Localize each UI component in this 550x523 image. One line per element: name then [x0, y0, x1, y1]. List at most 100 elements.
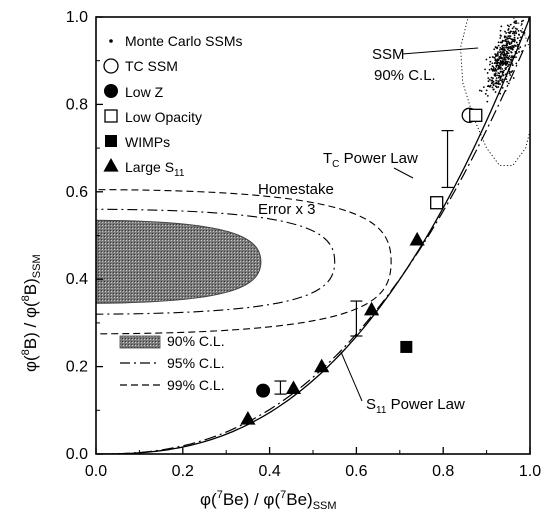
monte-carlo-point: [508, 25, 510, 28]
monte-carlo-point: [485, 89, 488, 92]
monte-carlo-point: [499, 29, 502, 32]
axis-ticks: 0.0 0.2 0.4 0.6 0.8 1.0 0.0 0.2 0.4 0.6 0.8 1.0: [66, 9, 541, 480]
monte-carlo-point: [505, 56, 508, 59]
monte-carlo-point: [511, 40, 514, 43]
monte-carlo-point: [499, 54, 502, 56]
monte-carlo-point: [494, 58, 497, 61]
monte-carlo-point: [508, 42, 511, 45]
monte-carlo-point: [507, 48, 509, 51]
monte-carlo-point: [499, 60, 502, 62]
monte-carlo-point: [511, 27, 514, 30]
monte-carlo-point: [502, 54, 505, 57]
monte-carlo-point: [496, 58, 499, 61]
y-axis-label: φ(8B) / φ(8B)SSM: [20, 254, 43, 372]
monte-carlo-point: [499, 46, 502, 49]
monte-carlo-point: [487, 80, 490, 83]
monte-carlo-point: [514, 30, 517, 33]
legend-line-styles: [119, 335, 161, 386]
legend-label-wimps: WIMPs: [125, 134, 170, 150]
monte-carlo-point: [478, 89, 481, 92]
monte-carlo-point: [499, 79, 501, 81]
monte-carlo-point: [513, 40, 516, 43]
monte-carlo-point: [504, 61, 507, 63]
legend-label-large-s11: Large S11: [125, 159, 185, 179]
monte-carlo-point: [521, 31, 523, 34]
monte-carlo-point: [490, 76, 493, 79]
monte-carlo-point: [517, 29, 520, 32]
monte-carlo-point: [507, 27, 510, 30]
monte-carlo-point: [500, 52, 503, 55]
monte-carlo-point: [501, 73, 504, 75]
legend-markers: [103, 39, 119, 172]
monte-carlo-point: [498, 72, 501, 75]
monte-carlo-point: [488, 68, 491, 71]
monte-carlo-point: [507, 40, 509, 43]
monte-carlo-point: [508, 55, 511, 57]
s11-pointer: [340, 351, 363, 402]
monte-carlo-point: [494, 53, 497, 56]
monte-carlo-point: [499, 83, 502, 85]
monte-carlo-point: [512, 55, 514, 58]
y-tick-label: 1.0: [66, 9, 88, 26]
monte-carlo-point: [486, 85, 489, 88]
monte-carlo-point: [510, 71, 513, 73]
legend-marker-low-opacity: [104, 109, 118, 123]
monte-carlo-point: [519, 46, 522, 49]
monte-carlo-point: [499, 66, 502, 69]
monte-carlo-point: [517, 33, 520, 36]
legend-marker-monte-carlo: [109, 39, 113, 43]
monte-carlo-point: [505, 32, 508, 34]
monte-carlo-point: [503, 53, 506, 55]
monte-carlo-point: [497, 61, 500, 64]
monte-carlo-point: [499, 77, 502, 80]
monte-carlo-point: [507, 65, 509, 68]
monte-carlo-point: [494, 68, 497, 71]
monte-carlo-point: [484, 92, 487, 95]
annotation-tc-power-law: TC Power Law: [323, 150, 418, 170]
monte-carlo-point: [499, 92, 502, 95]
monte-carlo-point: [507, 82, 510, 85]
monte-carlo-point: [501, 80, 504, 83]
monte-carlo-point: [493, 70, 496, 72]
monte-carlo-point: [507, 31, 510, 34]
legend-label-cl95: 95% C.L.: [167, 355, 225, 371]
x-axis-label: φ(7Be) / φ(7Be)SSM: [200, 489, 337, 512]
monte-carlo-point: [494, 75, 497, 77]
monte-carlo-point: [514, 22, 517, 25]
monte-carlo-point: [505, 46, 508, 49]
monte-carlo-point: [503, 56, 506, 59]
monte-carlo-point: [513, 31, 516, 34]
large-s11-marker: [314, 358, 330, 373]
y-tick-label: 0.2: [66, 359, 88, 376]
monte-carlo-point: [501, 79, 504, 81]
monte-carlo-point: [515, 22, 518, 25]
monte-carlo-point: [512, 38, 515, 41]
monte-carlo-point: [515, 41, 518, 44]
monte-carlo-point: [492, 88, 495, 91]
monte-carlo-point: [502, 74, 505, 77]
monte-carlo-point: [493, 57, 496, 59]
monte-carlo-point: [488, 56, 491, 59]
monte-carlo-point: [497, 41, 500, 44]
monte-carlo-point: [508, 37, 511, 39]
ssm-region-outline: [460, 17, 530, 167]
monte-carlo-point: [498, 48, 501, 51]
monte-carlo-point: [500, 62, 503, 65]
monte-carlo-point: [503, 58, 506, 61]
monte-carlo-point: [495, 81, 498, 84]
monte-carlo-point: [505, 41, 508, 43]
monte-carlo-point: [501, 68, 504, 70]
monte-carlo-point: [515, 56, 517, 59]
monte-carlo-point: [515, 62, 518, 65]
monte-carlo-point: [503, 47, 506, 49]
monte-carlo-point: [503, 69, 505, 72]
monte-carlo-point: [513, 36, 516, 39]
monte-carlo-point: [495, 69, 498, 72]
monte-carlo-point: [488, 78, 491, 81]
monte-carlo-point: [496, 52, 499, 55]
legend-label-low-z: Low Z: [125, 84, 164, 100]
monte-carlo-point: [503, 62, 506, 65]
contour-95-cl: [96, 208, 336, 315]
legend-label-cl90: 90% C.L.: [167, 333, 225, 349]
monte-carlo-point: [496, 74, 499, 77]
